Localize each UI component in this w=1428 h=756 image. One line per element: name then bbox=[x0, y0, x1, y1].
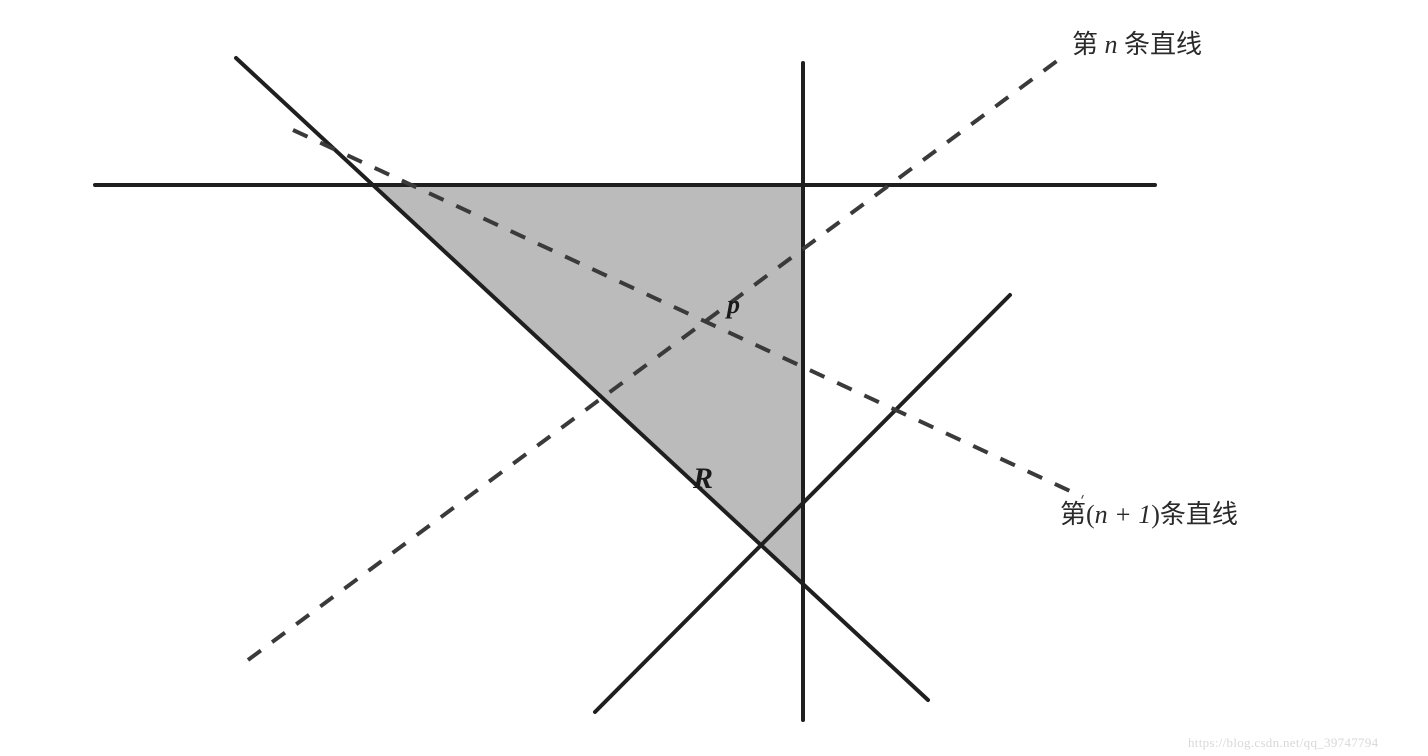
label-region-r-text: R bbox=[693, 462, 713, 495]
label-point-p: p bbox=[727, 290, 740, 320]
watermark-text: https://blog.csdn.net/qq_39747794 bbox=[1188, 735, 1378, 750]
geometry-diagram: 第 n 条直线 第(n + 1)条直线 p R https://blog.csd… bbox=[0, 0, 1428, 756]
diag-down-line bbox=[236, 58, 928, 700]
label-line-np1-prefix: 第( bbox=[1060, 500, 1095, 529]
label-line-n-suffix: 条直线 bbox=[1118, 30, 1203, 59]
label-line-n-plus-1: 第(n + 1)条直线 bbox=[1060, 494, 1238, 531]
label-region-r: R bbox=[693, 462, 713, 496]
label-line-np1-var: n + 1 bbox=[1095, 500, 1152, 529]
diagram-svg bbox=[0, 0, 1428, 756]
watermark: https://blog.csdn.net/qq_39747794 bbox=[1188, 735, 1378, 751]
label-point-p-text: p bbox=[727, 290, 740, 319]
label-line-n-var: n bbox=[1105, 30, 1118, 59]
label-line-n-prefix: 第 bbox=[1072, 30, 1105, 59]
label-line-np1-suffix: )条直线 bbox=[1151, 500, 1238, 529]
label-line-n: 第 n 条直线 bbox=[1072, 24, 1202, 61]
